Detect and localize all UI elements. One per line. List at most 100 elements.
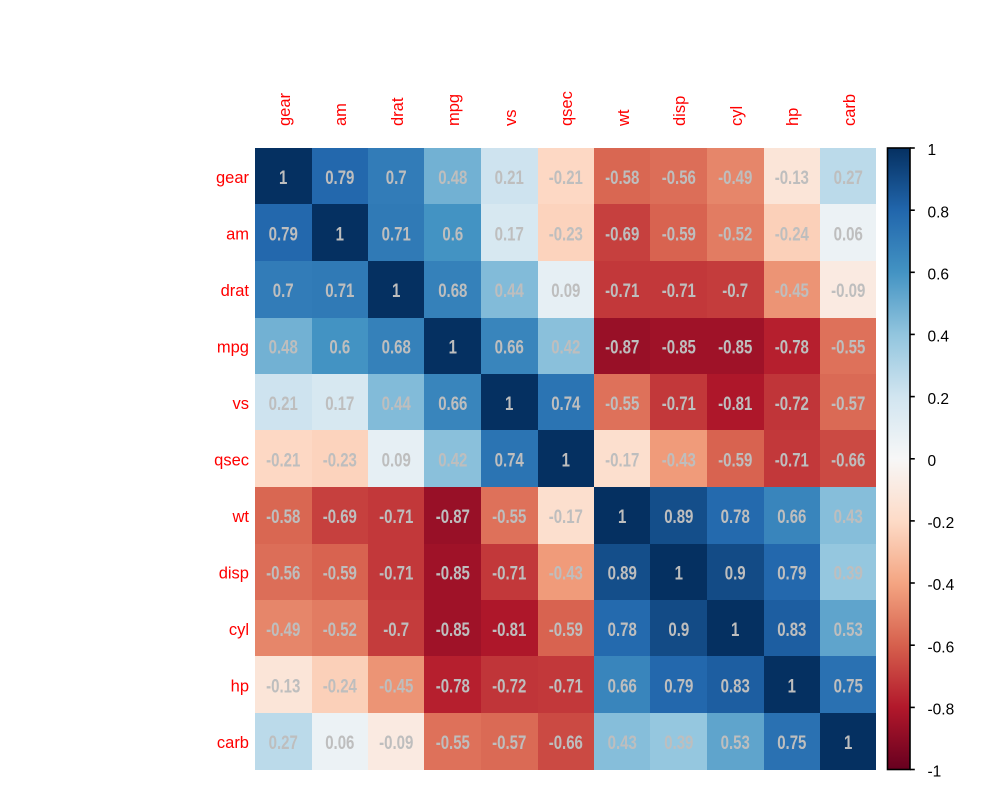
svg-text:-0.55: -0.55: [831, 337, 866, 358]
svg-text:-0.71: -0.71: [775, 450, 810, 471]
svg-text:-0.81: -0.81: [718, 393, 753, 414]
svg-text:0.6: 0.6: [442, 224, 463, 245]
svg-text:-0.71: -0.71: [662, 393, 697, 414]
svg-text:0.17: 0.17: [325, 393, 354, 414]
svg-text:-0.45: -0.45: [775, 280, 810, 301]
svg-text:-0.55: -0.55: [492, 506, 527, 527]
svg-text:0.27: 0.27: [269, 732, 298, 753]
svg-text:-0.23: -0.23: [323, 450, 357, 471]
svg-text:-0.52: -0.52: [718, 224, 752, 245]
svg-text:-0.57: -0.57: [831, 393, 865, 414]
svg-text:-0.81: -0.81: [492, 619, 527, 640]
svg-text:0.71: 0.71: [382, 224, 412, 245]
svg-text:-0.55: -0.55: [605, 393, 640, 414]
svg-text:drat: drat: [389, 97, 407, 126]
svg-text:-0.71: -0.71: [379, 506, 414, 527]
svg-text:-0.66: -0.66: [831, 450, 865, 471]
svg-text:0.9: 0.9: [725, 563, 746, 584]
svg-text:mpg: mpg: [217, 339, 249, 357]
svg-text:-0.71: -0.71: [605, 280, 640, 301]
svg-text:-0.21: -0.21: [549, 168, 584, 189]
svg-text:0.48: 0.48: [438, 168, 467, 189]
svg-text:0.44: 0.44: [382, 393, 412, 414]
svg-text:1: 1: [844, 732, 853, 753]
svg-text:0.68: 0.68: [438, 280, 467, 301]
svg-text:-0.72: -0.72: [492, 676, 526, 697]
svg-text:-0.4: -0.4: [928, 577, 955, 594]
svg-text:-0.09: -0.09: [831, 280, 865, 301]
svg-text:-0.85: -0.85: [662, 337, 697, 358]
svg-text:-0.85: -0.85: [718, 337, 753, 358]
svg-text:1: 1: [675, 563, 684, 584]
svg-text:0.7: 0.7: [386, 168, 407, 189]
svg-text:carb: carb: [217, 734, 249, 752]
svg-text:0.39: 0.39: [834, 563, 863, 584]
svg-text:0.6: 0.6: [329, 337, 350, 358]
svg-text:-0.49: -0.49: [266, 619, 300, 640]
svg-text:0.42: 0.42: [438, 450, 467, 471]
svg-text:0.2: 0.2: [928, 391, 950, 408]
svg-text:qsec: qsec: [558, 91, 576, 126]
svg-text:-0.78: -0.78: [436, 676, 470, 697]
svg-text:vs: vs: [233, 395, 250, 413]
svg-text:0.89: 0.89: [664, 506, 693, 527]
svg-text:-0.66: -0.66: [549, 732, 583, 753]
svg-text:1: 1: [928, 142, 937, 159]
svg-text:-0.43: -0.43: [662, 450, 696, 471]
svg-text:0.6: 0.6: [928, 267, 950, 284]
svg-text:-0.23: -0.23: [549, 224, 583, 245]
svg-text:0.21: 0.21: [495, 168, 525, 189]
svg-text:-0.43: -0.43: [549, 563, 583, 584]
svg-text:1: 1: [562, 450, 571, 471]
svg-text:-0.58: -0.58: [605, 168, 639, 189]
svg-text:vs: vs: [502, 110, 520, 127]
svg-text:-0.71: -0.71: [379, 563, 414, 584]
svg-text:-0.59: -0.59: [323, 563, 357, 584]
svg-text:am: am: [332, 103, 350, 126]
svg-text:gear: gear: [216, 169, 250, 187]
svg-text:-0.7: -0.7: [722, 280, 748, 301]
svg-text:hp: hp: [231, 678, 249, 696]
svg-text:-0.17: -0.17: [549, 506, 583, 527]
svg-text:0.17: 0.17: [495, 224, 524, 245]
svg-text:-0.17: -0.17: [605, 450, 639, 471]
svg-text:-0.13: -0.13: [266, 676, 300, 697]
svg-text:0.79: 0.79: [269, 224, 298, 245]
svg-text:-0.85: -0.85: [436, 563, 471, 584]
svg-text:0.75: 0.75: [777, 732, 807, 753]
svg-text:0.42: 0.42: [551, 337, 580, 358]
svg-text:-0.78: -0.78: [775, 337, 809, 358]
svg-text:0: 0: [928, 453, 937, 470]
svg-text:0.89: 0.89: [608, 563, 637, 584]
svg-text:-0.87: -0.87: [436, 506, 470, 527]
svg-text:0.21: 0.21: [269, 393, 299, 414]
svg-text:hp: hp: [784, 108, 802, 126]
svg-text:0.7: 0.7: [273, 280, 294, 301]
svg-text:1: 1: [279, 168, 288, 189]
svg-text:0.53: 0.53: [721, 732, 750, 753]
svg-text:-0.59: -0.59: [662, 224, 696, 245]
svg-text:0.66: 0.66: [495, 337, 524, 358]
svg-text:-0.24: -0.24: [323, 676, 358, 697]
svg-text:drat: drat: [221, 282, 250, 300]
svg-text:0.43: 0.43: [834, 506, 863, 527]
svg-text:0.83: 0.83: [721, 676, 750, 697]
svg-text:-0.6: -0.6: [928, 639, 955, 656]
svg-text:0.8: 0.8: [928, 204, 950, 221]
svg-text:-0.13: -0.13: [775, 168, 809, 189]
svg-text:1: 1: [788, 676, 797, 697]
svg-text:-0.57: -0.57: [492, 732, 526, 753]
svg-text:carb: carb: [841, 94, 859, 126]
svg-text:cyl: cyl: [229, 621, 249, 639]
svg-text:0.66: 0.66: [608, 676, 637, 697]
svg-text:-0.87: -0.87: [605, 337, 639, 358]
svg-text:-0.55: -0.55: [436, 732, 471, 753]
svg-text:-0.56: -0.56: [662, 168, 696, 189]
svg-text:0.79: 0.79: [325, 168, 354, 189]
svg-text:1: 1: [618, 506, 627, 527]
svg-text:1: 1: [731, 619, 740, 640]
svg-text:-0.69: -0.69: [605, 224, 639, 245]
svg-text:-0.7: -0.7: [383, 619, 409, 640]
svg-text:1: 1: [505, 393, 514, 414]
svg-text:-0.49: -0.49: [718, 168, 752, 189]
